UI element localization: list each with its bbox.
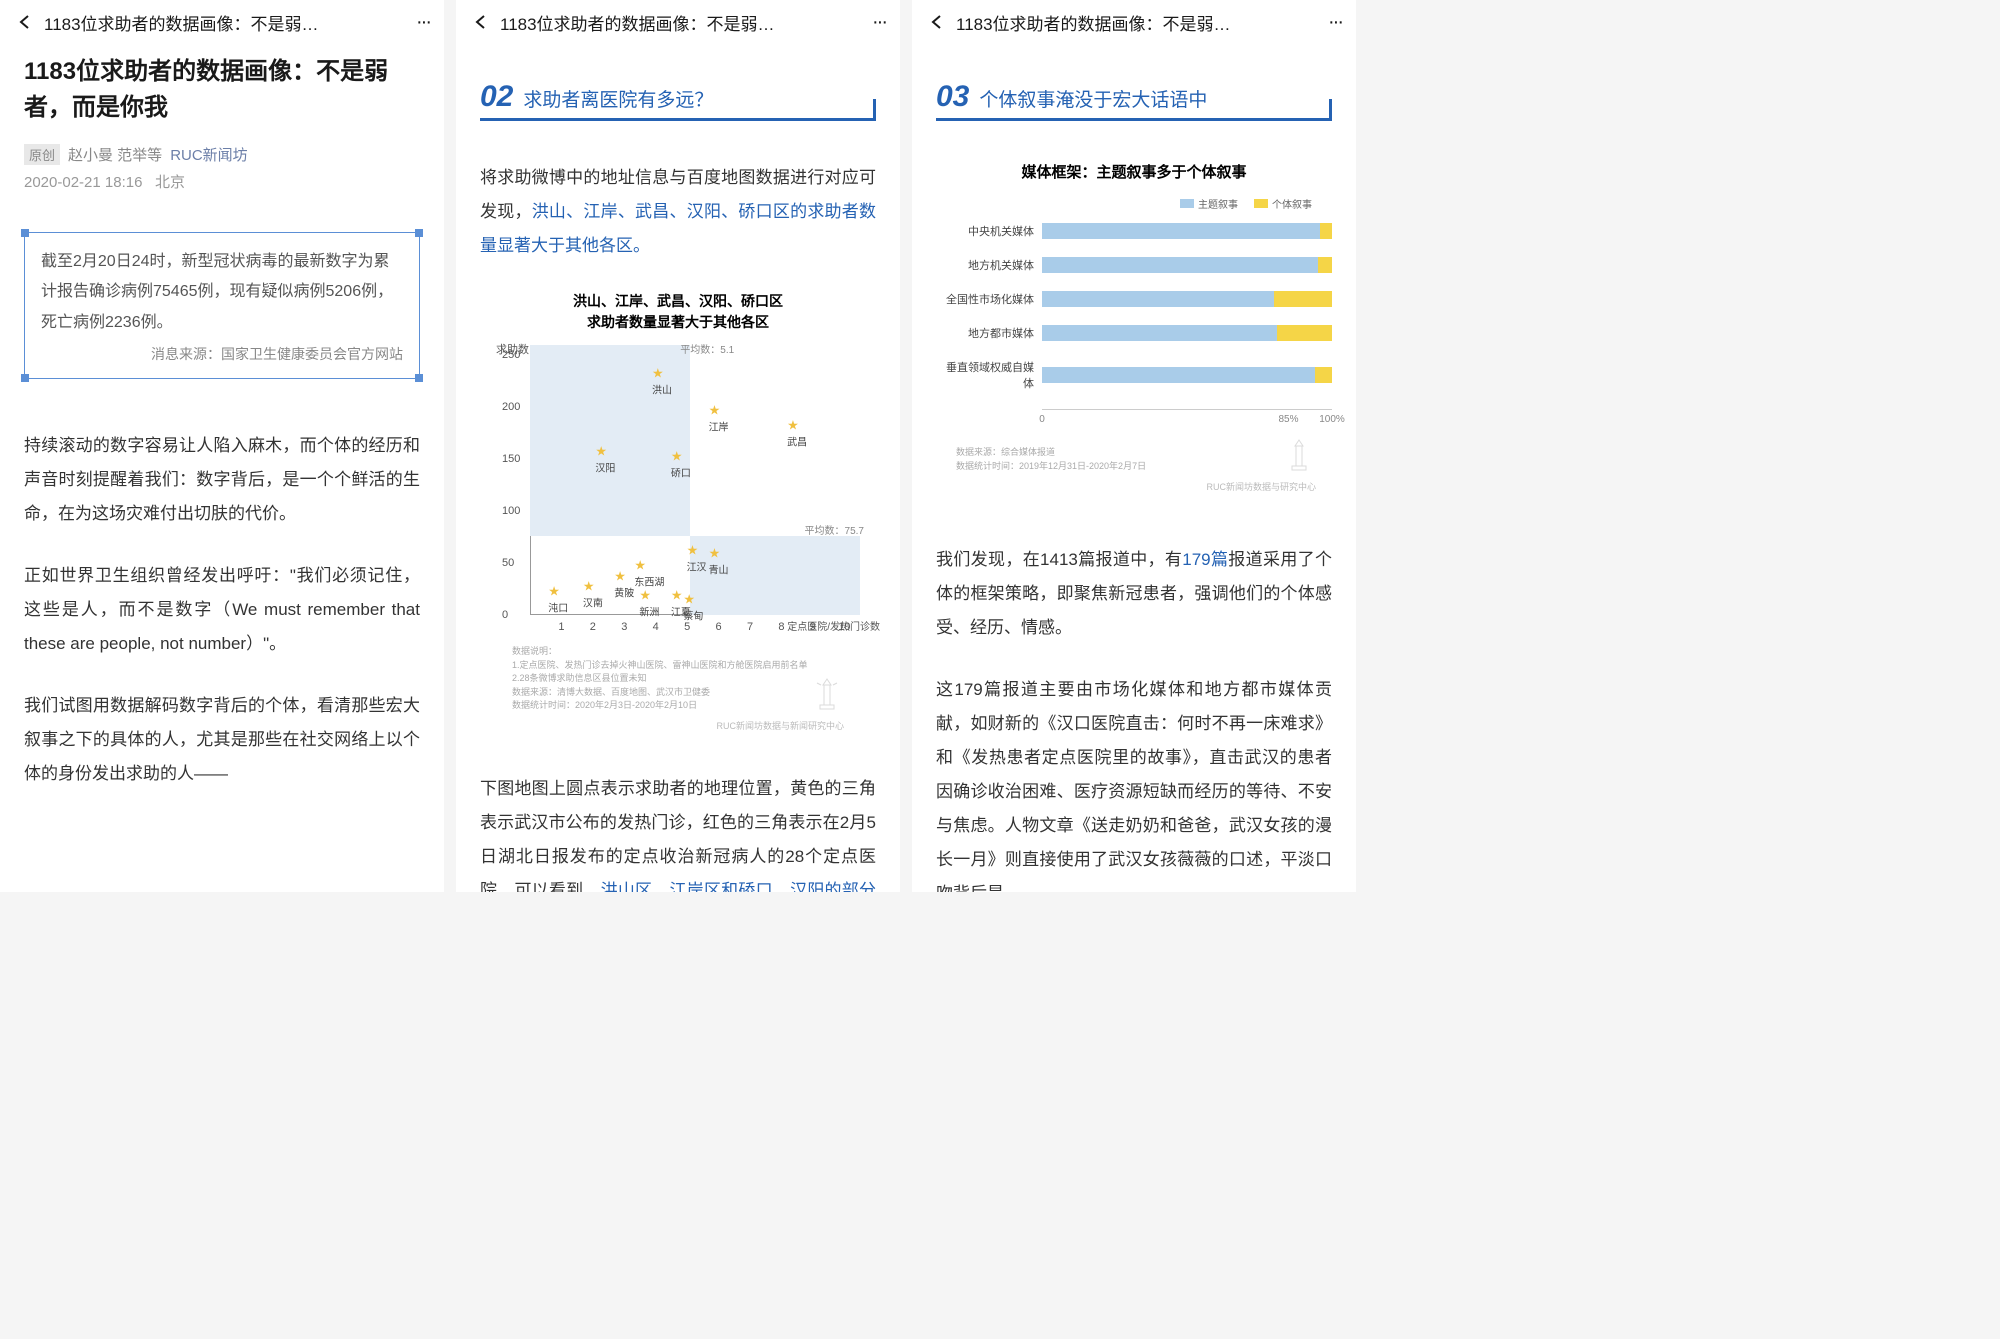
scatter-point: ★江汉 <box>687 542 707 573</box>
paragraph: 将求助微博中的地址信息与百度地图数据进行对应可发现，洪山、江岸、武昌、汉阳、硚口… <box>480 161 876 263</box>
scatter-point: ★沌口 <box>548 584 568 615</box>
chart-legend: 主题叙事 个体叙事 <box>936 196 1332 211</box>
scatter-point: ★黄陂 <box>614 568 634 599</box>
x-axis-label: 定点医院/发热门诊数 <box>787 618 880 633</box>
panel-3: 1183位求助者的数据画像：不是弱… ··· 03 个体叙事淹没于宏大话语中 媒… <box>912 0 1356 892</box>
bar-row: 地方机关媒体 <box>936 257 1332 273</box>
scatter-point: ★新洲 <box>639 587 659 618</box>
scatter-chart: 洪山、江岸、武昌、汉阳、硚口区 求助者数量显著大于其他各区 求助数 定点医院/发… <box>480 291 876 732</box>
bar-label: 垂直领域权威自媒体 <box>936 359 1042 391</box>
panel-1: 1183位求助者的数据画像：不是弱… ··· 1183位求助者的数据画像：不是弱… <box>0 0 444 892</box>
authors: 赵小曼 范举等 <box>68 144 162 165</box>
paragraph: 我们发现，在1413篇报道中，有179篇报道采用了个体的框架策略，即聚焦新冠患者… <box>936 543 1332 645</box>
scatter-plot-area: 求助数 定点医院/发热门诊数 平均数：5.1平均数：75.70501001502… <box>530 345 860 615</box>
article-content: 03 个体叙事淹没于宏大话语中 媒体框架：主题叙事多于个体叙事 主题叙事 个体叙… <box>912 44 1356 892</box>
section-header: 03 个体叙事淹没于宏大话语中 <box>936 72 1332 121</box>
section-header: 02 求助者离医院有多远？ <box>480 72 876 121</box>
highlight-text: 179篇 <box>1182 550 1228 569</box>
section-title: 求助者离医院有多远？ <box>523 85 713 112</box>
bar-x-axis: 085%100% <box>1042 409 1332 427</box>
more-icon[interactable]: ··· <box>1328 11 1342 34</box>
paragraph: 这179篇报道主要由市场化媒体和地方都市媒体贡献，如财新的《汉口医院直击：何时不… <box>936 673 1332 892</box>
legend-item: 主题叙事 <box>1180 196 1238 211</box>
section-number: 03 <box>936 80 969 114</box>
back-icon[interactable] <box>14 11 36 33</box>
paragraph: 正如世界卫生组织曾经发出呼吁："我们必须记住，这些是人，而不是数字（We mus… <box>24 559 420 661</box>
scatter-point: ★蔡甸 <box>683 591 703 622</box>
topbar: 1183位求助者的数据画像：不是弱… ··· <box>912 0 1356 44</box>
quote-box: 截至2月20日24时，新型冠状病毒的最新数字为累计报告确诊病例75465例，现有… <box>24 232 420 379</box>
scatter-point: ★汉南 <box>583 579 603 610</box>
back-icon[interactable] <box>926 11 948 33</box>
meta-line: 2020-02-21 18:16 北京 <box>24 171 420 192</box>
original-tag: 原创 <box>24 144 60 165</box>
bar-row: 全国性市场化媒体 <box>936 291 1332 307</box>
chart-footnote: 数据说明： 1.定点医院、发热门诊去掉火神山医院、雷神山医院和方舱医院启用前名单… <box>496 645 860 713</box>
bar-label: 地方机关媒体 <box>936 257 1042 273</box>
topbar: 1183位求助者的数据画像：不是弱… ··· <box>0 0 444 44</box>
article-content: 02 求助者离医院有多远？ 将求助微博中的地址信息与百度地图数据进行对应可发现，… <box>456 44 900 892</box>
more-icon[interactable]: ··· <box>872 11 886 34</box>
bar-chart: 媒体框架：主题叙事多于个体叙事 主题叙事 个体叙事 中央机关媒体地方机关媒体全国… <box>936 161 1332 493</box>
quote-source: 消息来源：国家卫生健康委员会官方网站 <box>41 344 403 364</box>
source-link[interactable]: RUC新闻坊 <box>170 144 248 165</box>
article-content: 1183位求助者的数据画像：不是弱者，而是你我 原创 赵小曼 范举等 RUC新闻… <box>0 44 444 791</box>
article-title: 1183位求助者的数据画像：不是弱者，而是你我 <box>24 54 420 126</box>
chart-credit: RUC新闻坊数据与新闻研究中心 <box>496 719 860 732</box>
scatter-point: ★洪山 <box>652 366 672 397</box>
chart-footnote: 数据来源：综合媒体报道 数据统计时间：2019年12月31日-2020年2月7日 <box>936 445 1332 474</box>
topbar: 1183位求助者的数据画像：不是弱… ··· <box>456 0 900 44</box>
paragraph: 下图地图上圆点表示求助者的地理位置，黄色的三角表示武汉市公布的发热门诊，红色的三… <box>480 772 876 893</box>
quote-text: 截至2月20日24时，新型冠状病毒的最新数字为累计报告确诊病例75465例，现有… <box>41 247 403 338</box>
more-icon[interactable]: ··· <box>416 11 430 34</box>
paragraph: 我们试图用数据解码数字背后的个体，看清那些宏大叙事之下的具体的人，尤其是那些在社… <box>24 689 420 791</box>
bar-label: 地方都市媒体 <box>936 325 1042 341</box>
panel-2: 1183位求助者的数据画像：不是弱… ··· 02 求助者离医院有多远？ 将求助… <box>456 0 900 892</box>
location: 北京 <box>155 174 185 191</box>
chart-credit: RUC新闻坊数据与研究中心 <box>936 480 1332 493</box>
topbar-title: 1183位求助者的数据画像：不是弱… <box>500 10 872 35</box>
topbar-title: 1183位求助者的数据画像：不是弱… <box>956 10 1328 35</box>
chart-title: 洪山、江岸、武昌、汉阳、硚口区 求助者数量显著大于其他各区 <box>496 291 860 333</box>
highlight-text: 洪山、江岸、武昌、汉阳、硚口区的求助者数量显著大于其他各区。 <box>480 202 876 255</box>
topbar-title: 1183位求助者的数据画像：不是弱… <box>44 10 416 35</box>
bar-row: 中央机关媒体 <box>936 223 1332 239</box>
paragraph: 持续滚动的数字容易让人陷入麻木，而个体的经历和声音时刻提醒着我们：数字背后，是一… <box>24 429 420 531</box>
bar-label: 中央机关媒体 <box>936 223 1042 239</box>
scatter-point: ★东西湖 <box>634 558 664 589</box>
scatter-point: ★硚口 <box>671 449 691 480</box>
scatter-point: ★武昌 <box>787 418 807 449</box>
byline: 原创 赵小曼 范举等 RUC新闻坊 <box>24 144 420 165</box>
bar-row: 垂直领域权威自媒体 <box>936 359 1332 391</box>
legend-item: 个体叙事 <box>1254 196 1312 211</box>
bar-rows: 中央机关媒体地方机关媒体全国性市场化媒体地方都市媒体垂直领域权威自媒体 <box>936 223 1332 391</box>
scatter-point: ★江岸 <box>709 402 729 433</box>
chart-title: 媒体框架：主题叙事多于个体叙事 <box>936 161 1332 182</box>
section-title: 个体叙事淹没于宏大话语中 <box>979 85 1207 112</box>
bar-row: 地方都市媒体 <box>936 325 1332 341</box>
section-number: 02 <box>480 80 513 114</box>
scatter-point: ★汉阳 <box>595 444 615 475</box>
lighthouse-icon <box>1286 438 1312 474</box>
bar-label: 全国性市场化媒体 <box>936 291 1042 307</box>
timestamp: 2020-02-21 18:16 <box>24 174 142 191</box>
back-icon[interactable] <box>470 11 492 33</box>
text: 我们发现，在1413篇报道中，有 <box>936 550 1182 569</box>
scatter-point: ★青山 <box>709 546 729 577</box>
text: 下图地图上圆点表示求助者的地理位置，黄色的三角表示武汉市公布的发热门诊，红色的三… <box>480 779 876 893</box>
lighthouse-icon <box>814 677 840 713</box>
